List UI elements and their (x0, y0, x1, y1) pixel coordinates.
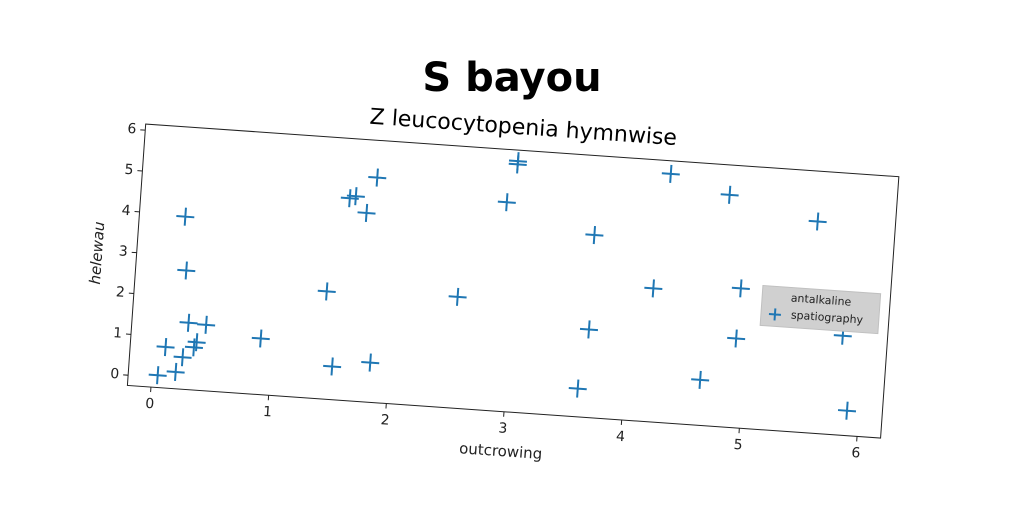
y-tick-label: 1 (113, 325, 123, 342)
marker (184, 338, 203, 357)
legend-marker (768, 308, 781, 321)
legend-box (759, 284, 882, 335)
y-tick-label: 3 (118, 243, 128, 260)
marker (173, 348, 192, 367)
marker (727, 329, 746, 348)
marker (448, 287, 467, 306)
marker (357, 203, 376, 222)
y-tick-label: 4 (121, 203, 131, 220)
marker (187, 333, 206, 352)
y-tick-label: 6 (127, 121, 137, 138)
x-tick-label: 3 (498, 420, 508, 437)
marker (368, 168, 387, 187)
marker (323, 357, 342, 376)
marker (808, 212, 827, 231)
marker (585, 225, 604, 245)
marker (568, 379, 587, 398)
legend-label: spatiography (790, 309, 863, 327)
chart-title: S bayou (422, 55, 601, 101)
plot: Z leucocytopenia hymnwise outcrowing hel… (86, 105, 900, 463)
marker (361, 353, 380, 372)
x-tick-label: 0 (145, 396, 155, 413)
marker (644, 279, 663, 298)
x-tick-label: 6 (851, 445, 861, 462)
x-tick-label: 2 (380, 412, 390, 429)
x-tick-label: 5 (733, 437, 743, 454)
y-tick-label: 5 (124, 162, 134, 179)
marker (177, 261, 196, 280)
marker (720, 185, 739, 204)
marker (837, 401, 857, 420)
marker (508, 155, 527, 174)
marker (179, 313, 198, 332)
y-tick-label: 0 (110, 366, 120, 383)
axes-frame (126, 123, 900, 439)
x-tick-label: 1 (262, 404, 272, 421)
marker (497, 193, 516, 212)
marker (148, 366, 167, 385)
y-axis-label: helewau (86, 221, 108, 285)
marker (166, 362, 185, 382)
x-tick-label: 4 (615, 429, 625, 446)
legend-title: antalkaline (790, 291, 852, 308)
marker (176, 207, 195, 226)
marker (346, 187, 365, 206)
marker (579, 320, 599, 339)
y-tick-label: 2 (115, 284, 125, 301)
marker (251, 329, 270, 348)
x-axis-label: outcrowing (459, 439, 543, 463)
chart-subtitle: Z leucocytopenia hymnwise (369, 105, 678, 151)
marker (317, 282, 336, 301)
marker (661, 164, 680, 183)
marker (691, 370, 710, 389)
marker (197, 315, 216, 334)
marker (156, 337, 175, 357)
marker (731, 279, 750, 298)
